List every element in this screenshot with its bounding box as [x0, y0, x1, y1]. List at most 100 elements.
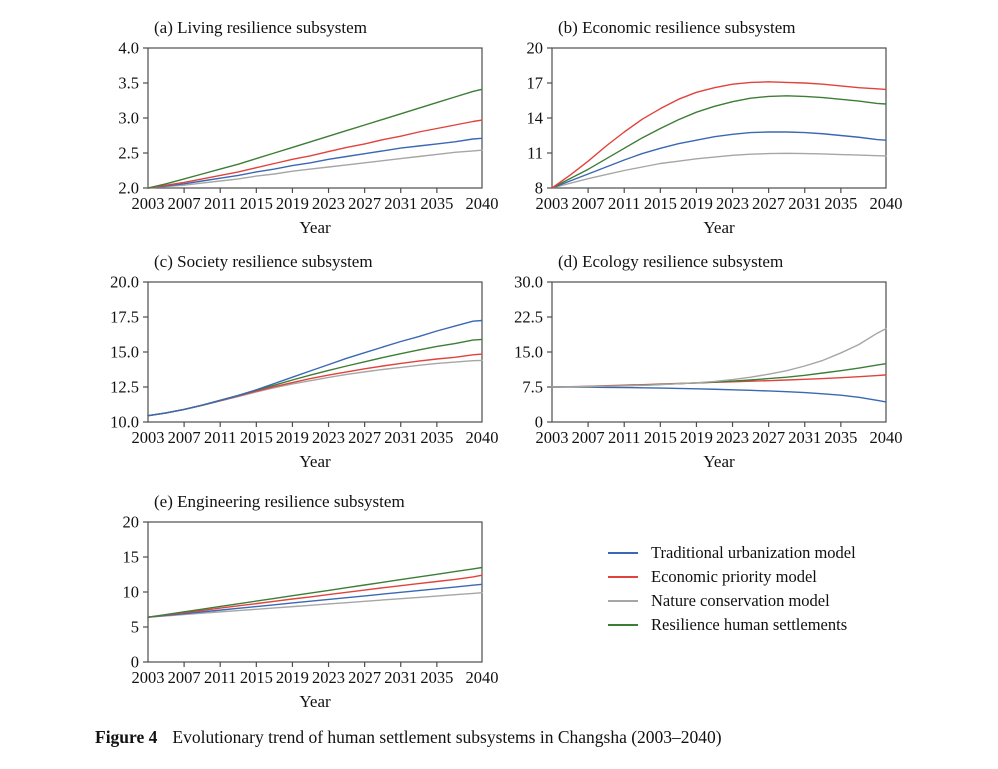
svg-text:2015: 2015: [240, 428, 273, 447]
svg-text:3.5: 3.5: [118, 74, 139, 93]
chart-a-x-axis-label: Year: [299, 218, 331, 237]
svg-text:2023: 2023: [312, 428, 345, 447]
chart-c-canvas: 10.0 12.5 15.0 17.5 20.0 2003 2007 2011 2015 2019…: [110, 274, 498, 447]
svg-text:2023: 2023: [312, 194, 345, 213]
svg-text:15.0: 15.0: [110, 343, 139, 362]
svg-text:2027: 2027: [752, 194, 785, 213]
chart-d-canvas: 0 7.5 15.0 22.5 30.0 2003 2007 2011 2015 2019 2023…: [514, 274, 903, 447]
svg-text:2007: 2007: [572, 428, 605, 447]
svg-text:2027: 2027: [348, 428, 381, 447]
svg-text:12.5: 12.5: [110, 378, 139, 397]
legend-red-line-sample: [608, 576, 638, 578]
legend-label: Nature conservation model: [651, 591, 830, 610]
svg-text:2031: 2031: [788, 194, 821, 213]
svg-text:2019: 2019: [276, 194, 309, 213]
svg-text:0: 0: [535, 413, 543, 432]
chart-a-title: (a) Living resilience subsystem: [154, 18, 367, 37]
svg-text:2011: 2011: [204, 194, 236, 213]
svg-text:2015: 2015: [240, 194, 273, 213]
svg-text:2023: 2023: [716, 194, 749, 213]
svg-text:2031: 2031: [384, 428, 417, 447]
svg-text:2007: 2007: [168, 194, 201, 213]
svg-text:2015: 2015: [644, 194, 677, 213]
svg-text:2040: 2040: [870, 194, 903, 213]
svg-text:2035: 2035: [824, 428, 857, 447]
svg-text:2040: 2040: [466, 668, 499, 687]
svg-text:2031: 2031: [384, 668, 417, 687]
chart-e-canvas: 0 5 10 15 20 2003 2007 2011 2015 2019 2023 2027 2031…: [123, 514, 499, 687]
svg-text:2007: 2007: [168, 428, 201, 447]
svg-text:2.0: 2.0: [118, 179, 139, 198]
svg-text:2027: 2027: [348, 668, 381, 687]
svg-text:2023: 2023: [716, 428, 749, 447]
legend-item: Economic priority model: [608, 565, 856, 589]
chart-e-x-axis-label: Year: [299, 692, 331, 711]
svg-text:2003: 2003: [132, 668, 165, 687]
svg-text:11: 11: [527, 144, 543, 163]
legend-label: Resilience human settlements: [651, 615, 848, 634]
chart-b-x-axis-label: Year: [703, 218, 735, 237]
legend-green-line-sample: [608, 624, 638, 626]
svg-text:2035: 2035: [824, 194, 857, 213]
svg-text:22.5: 22.5: [514, 308, 543, 327]
svg-text:2035: 2035: [420, 428, 453, 447]
svg-text:15: 15: [123, 548, 140, 567]
svg-text:14: 14: [527, 109, 544, 128]
legend-item: Resilience human settlements: [608, 613, 856, 637]
legend-item: Traditional urbanization model: [608, 541, 856, 565]
svg-text:2015: 2015: [240, 668, 273, 687]
svg-text:20: 20: [123, 514, 140, 532]
svg-text:7.5: 7.5: [522, 378, 543, 397]
svg-text:3.0: 3.0: [118, 109, 139, 128]
svg-text:2035: 2035: [420, 668, 453, 687]
legend-item: Nature conservation model: [608, 589, 856, 613]
svg-text:2003: 2003: [132, 428, 165, 447]
figure-caption-text: Evolutionary trend of human settlement s…: [172, 727, 722, 747]
svg-text:17: 17: [527, 74, 544, 93]
chart-c-title: (c) Society resilience subsystem: [154, 252, 373, 271]
legend-blue-line-sample: [608, 552, 638, 554]
svg-text:2015: 2015: [644, 428, 677, 447]
svg-text:2007: 2007: [168, 668, 201, 687]
svg-text:2003: 2003: [536, 194, 569, 213]
svg-text:2011: 2011: [204, 428, 236, 447]
svg-text:10: 10: [123, 583, 140, 602]
svg-text:2031: 2031: [384, 194, 417, 213]
svg-text:4.0: 4.0: [118, 40, 139, 58]
svg-text:2027: 2027: [348, 194, 381, 213]
svg-text:15.0: 15.0: [514, 343, 543, 362]
chart-e-title: (e) Engineering resilience subsystem: [154, 492, 405, 511]
svg-text:20: 20: [527, 40, 544, 58]
figure-caption-label: Figure 4: [95, 727, 158, 747]
svg-text:2040: 2040: [466, 194, 499, 213]
chart-panel-e: (e) Engineering resilience subsystem 0 5 1…: [100, 490, 500, 712]
legend: Traditional urbanization model Economic …: [608, 541, 856, 637]
svg-text:2031: 2031: [788, 428, 821, 447]
figure-caption: Figure 4 Evolutionary trend of human sett…: [95, 727, 722, 748]
svg-text:2040: 2040: [870, 428, 903, 447]
legend-label: Economic priority model: [651, 567, 817, 586]
svg-text:8: 8: [535, 179, 543, 198]
chart-d-title: (d) Ecology resilience subsystem: [558, 252, 784, 271]
svg-text:2011: 2011: [204, 668, 236, 687]
svg-text:10.0: 10.0: [110, 413, 139, 432]
chart-panel-b: (b) Economic resilience subsystem 8 11 14 1…: [504, 16, 904, 238]
svg-text:20.0: 20.0: [110, 274, 139, 292]
chart-panel-a: (a) Living resilience subsystem 2.0 2.5 3.…: [100, 16, 500, 238]
svg-text:2019: 2019: [680, 428, 713, 447]
chart-b-title: (b) Economic resilience subsystem: [558, 18, 796, 37]
legend-gray-line-sample: [608, 600, 638, 602]
svg-text:5: 5: [131, 618, 139, 637]
chart-c-x-axis-label: Year: [299, 452, 331, 471]
svg-text:2027: 2027: [752, 428, 785, 447]
svg-text:2011: 2011: [608, 194, 640, 213]
svg-text:2035: 2035: [420, 194, 453, 213]
chart-d-x-axis-label: Year: [703, 452, 735, 471]
svg-text:2023: 2023: [312, 668, 345, 687]
svg-text:30.0: 30.0: [514, 274, 543, 292]
legend-label: Traditional urbanization model: [651, 543, 856, 562]
svg-text:17.5: 17.5: [110, 308, 139, 327]
svg-text:2.5: 2.5: [118, 144, 139, 163]
